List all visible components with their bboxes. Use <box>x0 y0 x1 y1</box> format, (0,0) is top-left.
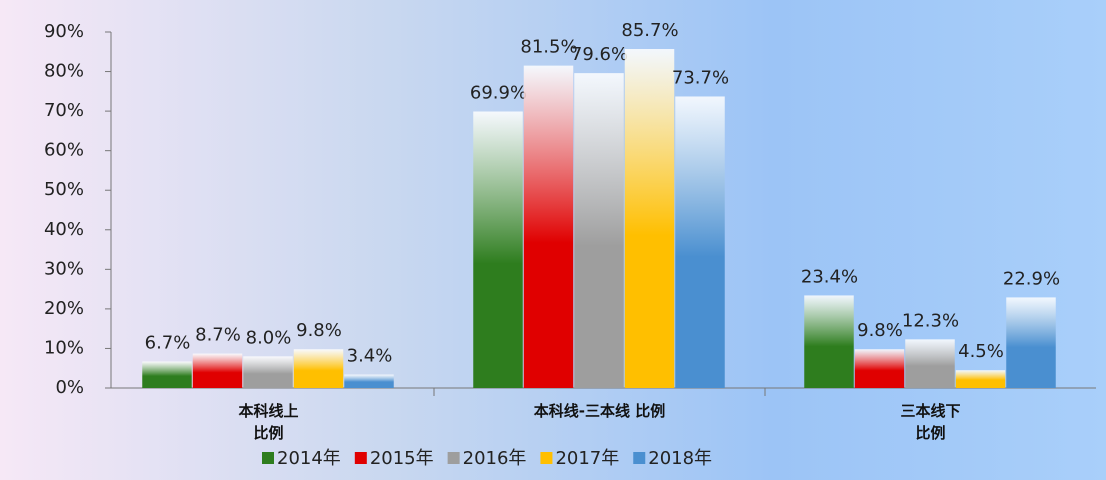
y-tick-label: 30% <box>44 258 84 279</box>
legend-label: 2017年 <box>555 448 619 469</box>
data-label: 9.8% <box>857 320 903 341</box>
y-tick-label: 0% <box>55 377 84 398</box>
bar <box>675 96 725 388</box>
data-label: 8.0% <box>246 327 292 348</box>
bar <box>804 295 854 388</box>
data-label: 12.3% <box>902 310 959 331</box>
data-label: 22.9% <box>1003 268 1060 289</box>
x-tick-label: 本科线上 比例 <box>238 402 299 442</box>
y-tick-label: 50% <box>44 179 84 200</box>
legend-label: 2015年 <box>370 448 434 469</box>
bar <box>624 49 675 389</box>
bar <box>243 356 293 388</box>
legend-swatch <box>354 452 367 464</box>
bar <box>905 339 955 388</box>
bar <box>192 353 243 388</box>
x-tick-label: 三本线下 比例 <box>900 402 961 442</box>
legend-swatch <box>447 452 460 464</box>
y-tick-label: 80% <box>44 61 84 82</box>
bar <box>344 374 394 388</box>
legend-label: 2016年 <box>463 448 527 469</box>
y-tick-label: 70% <box>44 100 84 121</box>
legend-swatch <box>262 452 274 464</box>
data-label: 79.6% <box>571 44 628 65</box>
bar <box>955 370 1006 388</box>
data-label: 23.4% <box>801 266 858 287</box>
data-label: 73.7% <box>672 67 729 88</box>
data-label: 6.7% <box>145 332 191 353</box>
data-label: 4.5% <box>958 341 1004 362</box>
legend-swatch <box>633 452 646 464</box>
bar <box>574 73 624 388</box>
data-label: 8.7% <box>195 325 241 346</box>
y-tick-label: 40% <box>44 219 84 240</box>
bar <box>854 349 905 388</box>
data-label: 85.7% <box>621 20 678 41</box>
data-label: 3.4% <box>347 346 393 367</box>
bar <box>1006 297 1056 388</box>
data-label: 81.5% <box>520 37 577 58</box>
bar <box>473 111 523 389</box>
y-tick-label: 60% <box>44 140 84 161</box>
bar <box>142 361 192 388</box>
legend-swatch <box>540 452 553 464</box>
data-label: 69.9% <box>470 83 527 104</box>
legend-label: 2014年 <box>277 448 341 469</box>
bar <box>293 349 344 388</box>
y-tick-label: 90% <box>44 21 84 42</box>
legend-label: 2018年 <box>648 448 712 469</box>
x-tick-label: 本科线-三本线 比例 <box>533 402 666 420</box>
bar <box>523 65 574 388</box>
y-tick-label: 20% <box>44 298 84 319</box>
data-label: 9.8% <box>296 320 342 341</box>
y-tick-label: 10% <box>44 337 84 358</box>
